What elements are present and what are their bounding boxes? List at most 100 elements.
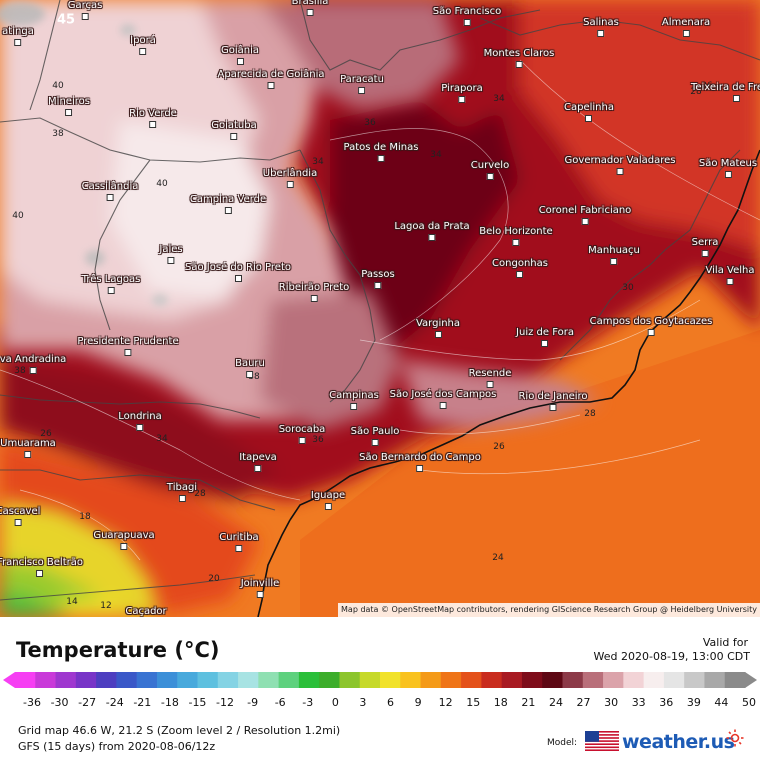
city-label: Caçador <box>125 606 166 617</box>
city-marker-icon <box>616 168 624 175</box>
city-name: Almenara <box>661 17 711 28</box>
city-marker-icon <box>434 331 442 338</box>
city-label: Varginha <box>416 318 460 338</box>
city-label: São Francisco <box>433 6 501 26</box>
scale-tick-label: -15 <box>188 696 207 709</box>
city-label: Garças <box>67 0 103 20</box>
city-name: Itapeva <box>239 452 277 463</box>
isoline-value: 36 <box>312 435 324 445</box>
city-marker-icon <box>306 9 314 16</box>
city-marker-icon <box>724 171 732 178</box>
weather-us-logo[interactable]: weather.us <box>622 729 744 753</box>
city-name: Manhuaçu <box>588 245 640 256</box>
isoline-value: 34 <box>312 157 324 167</box>
city-marker-icon <box>29 367 37 374</box>
city-label: Umuarama <box>0 438 56 458</box>
city-marker-icon <box>647 329 655 336</box>
city-label: Guarapuava <box>93 530 155 550</box>
city-label: Governador Valadares <box>565 155 675 175</box>
city-label: Juiz de Fora <box>516 327 574 347</box>
city-marker-icon <box>120 543 128 550</box>
valid-date: Wed 2020-08-19, 13:00 CDT <box>593 650 750 663</box>
city-name: Londrina <box>118 411 162 422</box>
city-label: Patos de Minas <box>344 142 418 162</box>
scale-tick-label: 21 <box>521 696 536 709</box>
isoline-value: 38 <box>52 129 64 139</box>
city-label: Uberlândia <box>263 168 317 188</box>
city-marker-icon <box>701 250 709 257</box>
city-marker-icon <box>106 194 114 201</box>
city-marker-icon <box>65 109 73 116</box>
scale-tick-label: 39 <box>686 696 701 709</box>
scale-swatch <box>197 672 219 688</box>
city-marker-icon <box>14 519 22 526</box>
city-label: va Andradina <box>0 354 66 374</box>
city-name: Montes Claros <box>483 48 555 59</box>
city-name: Umuarama <box>0 438 56 449</box>
city-label: Coronel Fabriciano <box>538 205 632 225</box>
city-label: Teixeira de Freitas <box>691 82 760 102</box>
city-marker-icon <box>458 96 466 103</box>
city-label: Joinville <box>241 578 279 598</box>
isoline-value: 20 <box>208 574 220 584</box>
city-label: Passos <box>361 269 395 289</box>
scale-arrow-low <box>3 672 15 688</box>
scale-tick-label: 33 <box>631 696 646 709</box>
city-name: Garças <box>67 0 103 11</box>
scale-tick-label: 15 <box>466 696 481 709</box>
city-name: Curvelo <box>470 160 510 171</box>
city-marker-icon <box>581 218 589 225</box>
city-label: Bauru <box>235 358 265 378</box>
scale-swatch <box>623 672 645 688</box>
city-marker-icon <box>610 258 618 265</box>
city-label: Goiatuba <box>211 120 257 140</box>
scale-swatch <box>562 672 584 688</box>
city-marker-icon <box>298 437 306 444</box>
scale-tick-label: 30 <box>604 696 619 709</box>
scale-tick-label: 9 <box>414 696 422 709</box>
city-marker-icon <box>350 403 358 410</box>
city-name: Pirapora <box>441 83 483 94</box>
city-label: Itapeva <box>239 452 277 472</box>
isoline-value: 28 <box>690 87 702 97</box>
city-marker-icon <box>541 340 549 347</box>
city-label: Ribeirão Preto <box>279 282 349 302</box>
city-marker-icon <box>246 371 254 378</box>
city-name: Varginha <box>415 318 461 329</box>
scale-swatch <box>380 672 401 688</box>
city-label: São Paulo <box>351 426 399 446</box>
scale-tick-label: -6 <box>274 696 286 709</box>
city-marker-icon <box>36 570 44 577</box>
city-label: Capelinha <box>564 102 614 122</box>
city-marker-icon <box>486 173 494 180</box>
map-attribution: Map data © OpenStreetMap contributors, r… <box>338 603 760 617</box>
city-marker-icon <box>515 61 523 68</box>
scale-swatch <box>55 672 77 688</box>
isoline-value: 40 <box>52 81 64 91</box>
city-name: Três Lagoas <box>81 274 141 285</box>
isoline-value: 40 <box>12 211 24 221</box>
city-name: São José dos Campos <box>389 389 497 400</box>
city-label: Londrina <box>118 411 162 431</box>
city-label: Congonhas <box>492 258 548 278</box>
scale-tick-label: 12 <box>438 696 453 709</box>
city-marker-icon <box>439 402 447 409</box>
city-name: Congonhas <box>492 258 548 269</box>
scale-swatch <box>481 672 503 688</box>
scale-tick-label: 44 <box>714 696 729 709</box>
city-name: Juiz de Fora <box>516 327 574 338</box>
city-name: Coronel Fabriciano <box>538 205 632 216</box>
temperature-map[interactable]: 45 40 38 40 40 36 34 34 34 28 26 38 38 34 36 26 18 28 20 1… <box>0 0 760 617</box>
isoline-value: 38 <box>14 366 26 376</box>
city-label: Presidente Prudente <box>77 336 179 356</box>
scale-swatch <box>440 672 462 688</box>
city-name: Passos <box>361 269 395 280</box>
city-name: Campinas <box>329 390 379 401</box>
city-name: Sorocaba <box>278 424 326 435</box>
city-name: Cascavel <box>0 506 41 517</box>
city-name: Lagoa da Prata <box>394 221 470 232</box>
sun-icon <box>726 729 744 747</box>
city-marker-icon <box>682 30 690 37</box>
isoline-value: 26 <box>40 429 52 439</box>
scale-swatch <box>75 672 97 688</box>
